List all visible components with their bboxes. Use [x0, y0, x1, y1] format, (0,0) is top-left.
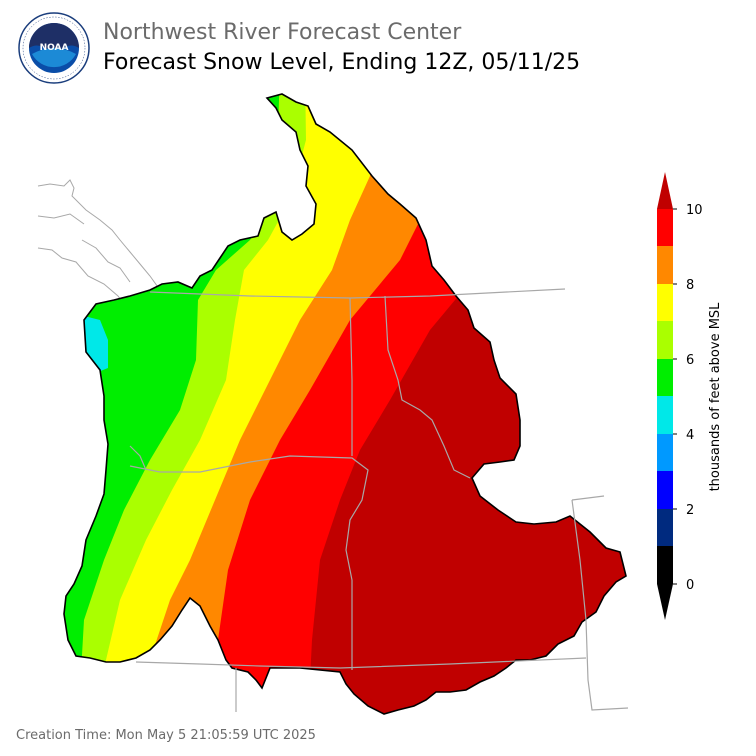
colorbar-upper-extend: [657, 172, 673, 209]
colorbar-tick-6: 6: [686, 353, 694, 368]
colorbar-band-2-3: [657, 471, 673, 509]
colorbar-band-7-8: [657, 284, 673, 321]
colorbar-band-9-10: [657, 209, 673, 246]
colorbar-tick-2: 2: [686, 503, 694, 518]
colorbar-band-6-7: [657, 321, 673, 359]
snow-level-colorbar: 0 2 4 6 8 10 thousands of feet above MSL: [657, 172, 723, 620]
colorbar-tick-0: 0: [686, 578, 694, 593]
colorbar-tick-8: 8: [686, 278, 694, 293]
colorbar-title: thousands of feet above MSL: [708, 302, 723, 492]
colorbar-tick-4: 4: [686, 428, 694, 443]
colorbar-band-0-1: [657, 546, 673, 584]
product-title: Forecast Snow Level, Ending 12Z, 05/11/2…: [103, 50, 581, 75]
colorbar-tick-10: 10: [686, 203, 703, 218]
noaa-logo-text: NOAA: [40, 43, 69, 53]
colorbar-lower-extend: [657, 584, 673, 620]
noaa-logo-icon: NOAA: [18, 12, 90, 84]
colorbar-band-3-4: [657, 434, 673, 471]
colorbar-band-4-5: [657, 396, 673, 434]
basin-outline: [63, 93, 627, 715]
agency-title: Northwest River Forecast Center: [103, 20, 462, 45]
colorbar-band-1-2: [657, 509, 673, 546]
colorbar-band-5-6: [657, 359, 673, 396]
colorbar-band-8-9: [657, 246, 673, 284]
creation-time: Creation Time: Mon May 5 21:05:59 UTC 20…: [16, 728, 316, 743]
political-borders: [129, 288, 629, 712]
